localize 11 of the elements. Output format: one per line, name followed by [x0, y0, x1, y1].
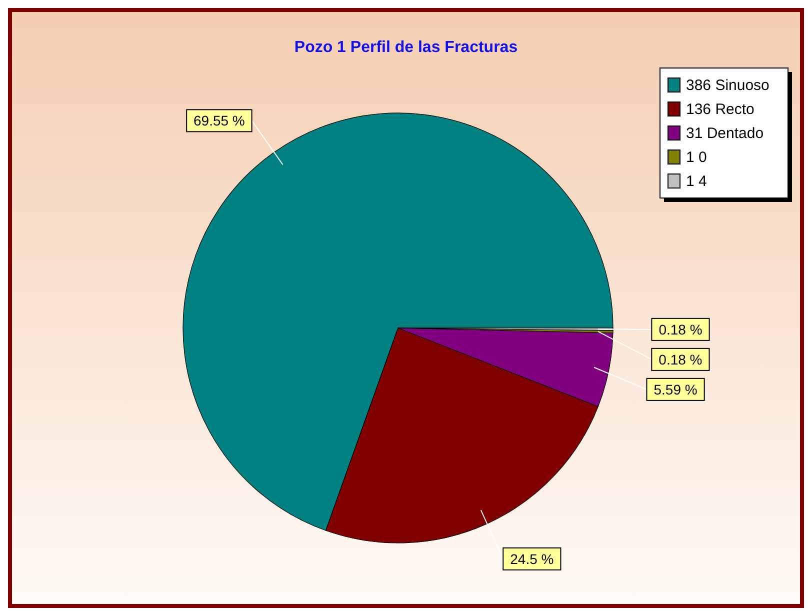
- data-label: 24.5 %: [510, 550, 554, 567]
- chart-title: Pozo 1 Perfil de las Fracturas: [294, 39, 518, 56]
- legend-label: 1 4: [686, 173, 707, 190]
- data-label: 0.18 %: [658, 351, 702, 368]
- legend-label: 31 Dentado: [686, 125, 764, 142]
- data-label: 69.55 %: [194, 112, 245, 129]
- data-label: 5.59 %: [654, 381, 698, 398]
- legend-label: 386 Sinuoso: [686, 77, 770, 94]
- legend-label: 136 Recto: [686, 101, 754, 118]
- data-label: 0.18 %: [658, 321, 702, 338]
- legend-label: 1 0: [686, 149, 707, 166]
